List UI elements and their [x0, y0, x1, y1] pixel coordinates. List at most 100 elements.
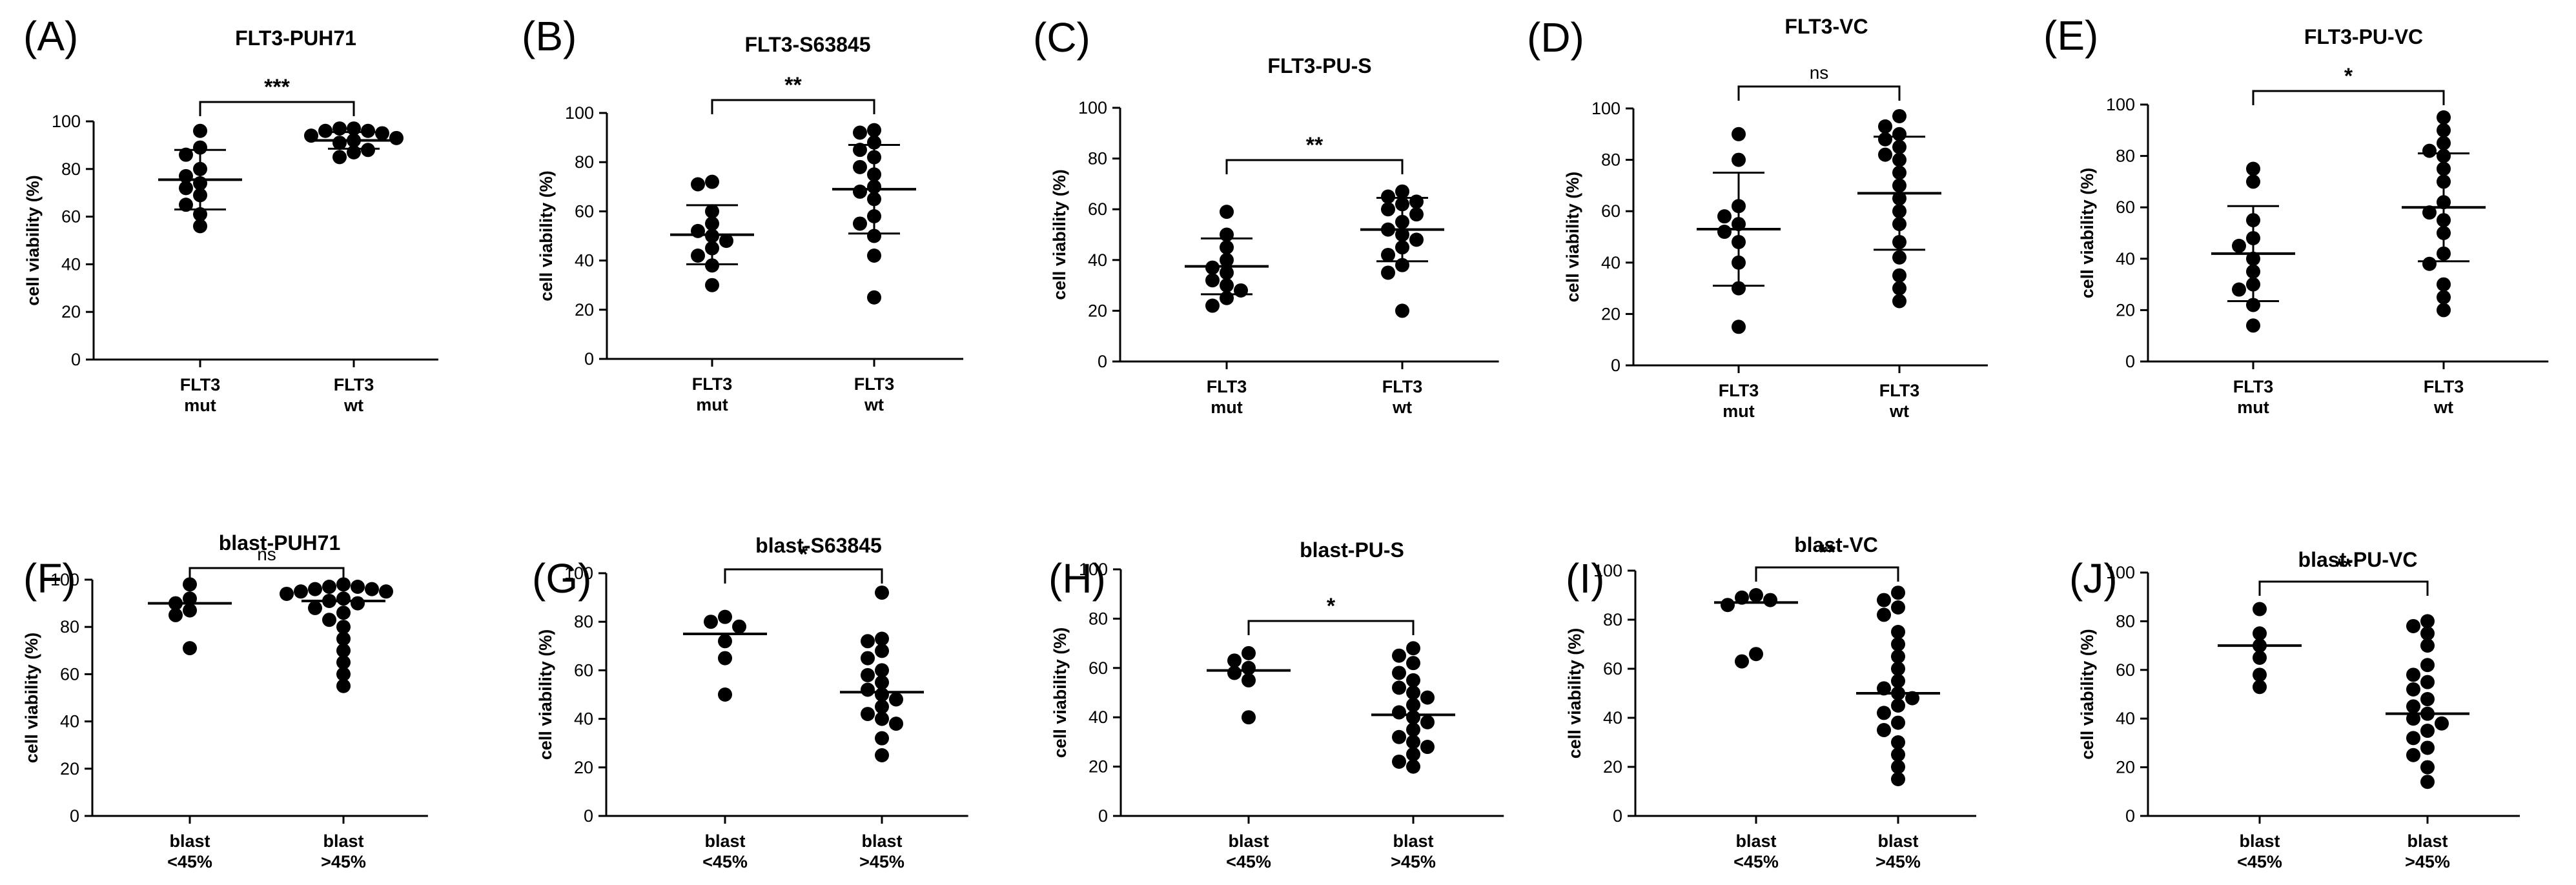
data-point	[361, 123, 375, 138]
x-category-label: blast	[861, 831, 902, 851]
data-point	[704, 615, 718, 629]
data-point	[2406, 618, 2420, 633]
x-category-label: blast	[704, 831, 745, 851]
data-point	[1205, 298, 1220, 313]
data-point	[1721, 598, 1735, 613]
data-point	[379, 584, 393, 599]
x-category-label: <45%	[1226, 852, 1271, 871]
data-point	[1406, 686, 1420, 700]
data-point	[1406, 747, 1420, 762]
chart-panel-d: (D) FLT3-VC 0 20 40 60 80 100 cell viability (%)…	[1527, 14, 1988, 421]
data-point	[1891, 715, 1905, 730]
y-tick-label: 60	[1089, 658, 1108, 678]
y-tick-label: 60	[1601, 201, 1620, 221]
y-tick-label: 0	[1098, 806, 1108, 826]
data-point	[1892, 250, 1906, 265]
data-point	[1420, 715, 1435, 729]
panel-letter: (E)	[2043, 12, 2098, 59]
y-tick-label: 20	[574, 758, 593, 777]
data-point	[875, 731, 889, 746]
y-tick-label: 60	[574, 660, 593, 680]
data-point	[336, 678, 351, 693]
data-point	[2406, 748, 2420, 762]
data-point	[1735, 654, 1749, 669]
y-tick-label: 40	[575, 251, 594, 270]
data-point	[2420, 626, 2435, 641]
data-point	[1381, 202, 1395, 217]
y-tick-label: 40	[60, 712, 79, 731]
y-tick-label: 40	[574, 709, 593, 729]
significance-label: *	[2344, 64, 2353, 88]
data-point	[1205, 273, 1220, 288]
panel-letter: (C)	[1033, 14, 1090, 61]
data-point	[1406, 759, 1420, 774]
data-point	[867, 290, 881, 305]
data-point	[1392, 754, 1406, 769]
y-tick-label: 20	[2116, 758, 2135, 777]
chart-panel-g: (G) blast-S63845 0 20 40 60 80 100 cell viabilit…	[532, 534, 968, 871]
data-point	[1717, 225, 1732, 239]
x-category-label: >45%	[1876, 852, 1921, 871]
data-point	[1891, 748, 1905, 762]
panel-title: blast-S63845	[755, 534, 882, 557]
x-category-label: >45%	[859, 852, 905, 871]
data-point	[332, 121, 347, 136]
data-point	[361, 143, 375, 158]
data-point	[1242, 673, 1256, 687]
significance-label: **	[1306, 133, 1324, 158]
x-category-label: wt	[1889, 402, 1909, 421]
data-point	[1220, 205, 1234, 219]
data-point	[332, 136, 347, 150]
significance-bracket	[724, 568, 883, 584]
panel-letter: (F)	[23, 555, 76, 602]
data-point	[867, 248, 881, 263]
y-tick-label: 20	[1088, 301, 1107, 320]
data-point	[183, 641, 197, 656]
chart-panel-i: (I) blast-VC 0 20 40 60 80 100 cell viability (%…	[1565, 533, 1976, 871]
y-tick-label: 20	[60, 759, 79, 778]
data-point	[861, 667, 875, 682]
data-point	[1392, 729, 1406, 744]
data-point	[2406, 682, 2420, 697]
panel-title: blast-PU-VC	[2298, 548, 2418, 571]
y-tick-label: 100	[1593, 561, 1622, 580]
y-tick-label: 80	[574, 612, 593, 631]
significance-bracket	[199, 101, 355, 116]
significance-bracket	[1737, 85, 1901, 101]
y-tick-label: 0	[584, 806, 593, 826]
y-tick-label: 100	[52, 112, 81, 131]
data-point	[1732, 320, 1746, 334]
data-point	[308, 600, 322, 615]
data-point	[875, 663, 889, 678]
data-point	[280, 586, 294, 601]
data-point	[336, 577, 351, 592]
y-tick-label: 20	[575, 300, 594, 320]
x-category-label: wt	[1392, 398, 1412, 417]
data-point	[718, 687, 732, 702]
y-axis-label: cell viability (%)	[536, 629, 555, 760]
data-point	[336, 667, 351, 682]
panel-letter: (I)	[1566, 555, 1604, 602]
y-tick-label: 100	[1078, 98, 1107, 117]
data-point	[875, 631, 889, 646]
data-point	[2422, 205, 2437, 220]
y-axis-label: cell viability (%)	[537, 170, 556, 301]
panel-title: FLT3-VC	[1784, 15, 1868, 38]
significance-label: **	[1819, 540, 1836, 565]
data-point	[1891, 760, 1905, 774]
data-point	[1892, 281, 1906, 296]
y-tick-label: 40	[61, 254, 81, 274]
x-category-label: FLT3	[1382, 377, 1423, 396]
x-category-label: blast	[2407, 831, 2448, 851]
x-category-label: FLT3	[1879, 381, 1920, 400]
panel-letter: (H)	[1048, 555, 1106, 602]
data-point	[875, 585, 889, 600]
data-point	[1877, 706, 1891, 720]
chart-panel-b: (B) FLT3-S63845 0 20 40 60 80 100 cell viability…	[522, 13, 964, 414]
data-point	[1406, 656, 1420, 671]
data-point	[2246, 318, 2260, 333]
panel-letter: (A)	[23, 13, 78, 59]
data-point	[867, 123, 881, 137]
data-point	[705, 278, 719, 292]
data-point	[2253, 626, 2267, 641]
